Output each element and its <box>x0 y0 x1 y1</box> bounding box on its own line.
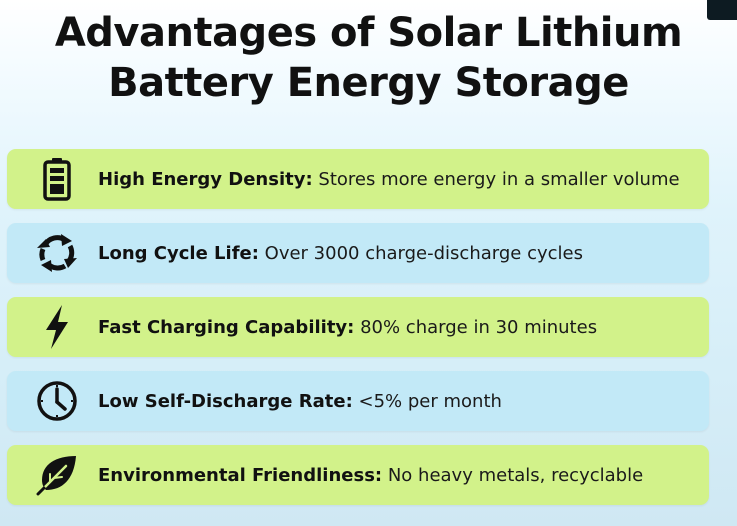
advantage-text: Low Self-Discharge Rate: <5% per month <box>98 391 502 412</box>
page-title: Advantages of Solar Lithium Battery Ener… <box>0 8 737 108</box>
advantage-card-cycle-life: Long Cycle Life: Over 3000 charge-discha… <box>7 223 709 283</box>
advantage-text: Environmental Friendliness: No heavy met… <box>98 465 643 486</box>
battery-icon <box>34 156 80 202</box>
clock-icon <box>34 378 80 424</box>
advantage-label: Environmental Friendliness: <box>98 464 383 486</box>
advantage-description: 80% charge in 30 minutes <box>354 316 598 338</box>
advantage-label: Long Cycle Life: <box>98 242 259 264</box>
advantage-card-environmental: Environmental Friendliness: No heavy met… <box>7 445 709 505</box>
lightning-bolt-icon <box>34 304 80 350</box>
title-line-1: Advantages of Solar Lithium <box>54 10 683 56</box>
advantage-description: Over 3000 charge-discharge cycles <box>258 242 583 264</box>
advantage-text: High Energy Density: Stores more energy … <box>98 169 680 190</box>
advantage-card-energy-density: High Energy Density: Stores more energy … <box>7 149 709 209</box>
advantage-label: Low Self-Discharge Rate: <box>98 390 353 412</box>
advantage-card-self-discharge: Low Self-Discharge Rate: <5% per month <box>7 371 709 431</box>
corner-overlay <box>707 0 737 20</box>
advantage-label: Fast Charging Capability: <box>98 316 355 338</box>
advantage-card-fast-charging: Fast Charging Capability: 80% charge in … <box>7 297 709 357</box>
advantage-description: No heavy metals, recyclable <box>382 464 644 486</box>
advantage-description: Stores more energy in a smaller volume <box>312 168 680 190</box>
advantage-label: High Energy Density: <box>98 168 313 190</box>
advantage-text: Long Cycle Life: Over 3000 charge-discha… <box>98 243 583 264</box>
cycle-arrows-icon <box>34 230 80 276</box>
leaf-icon <box>34 452 80 498</box>
advantage-text: Fast Charging Capability: 80% charge in … <box>98 317 597 338</box>
title-line-2: Battery Energy Storage <box>108 60 629 106</box>
advantage-description: <5% per month <box>352 390 502 412</box>
